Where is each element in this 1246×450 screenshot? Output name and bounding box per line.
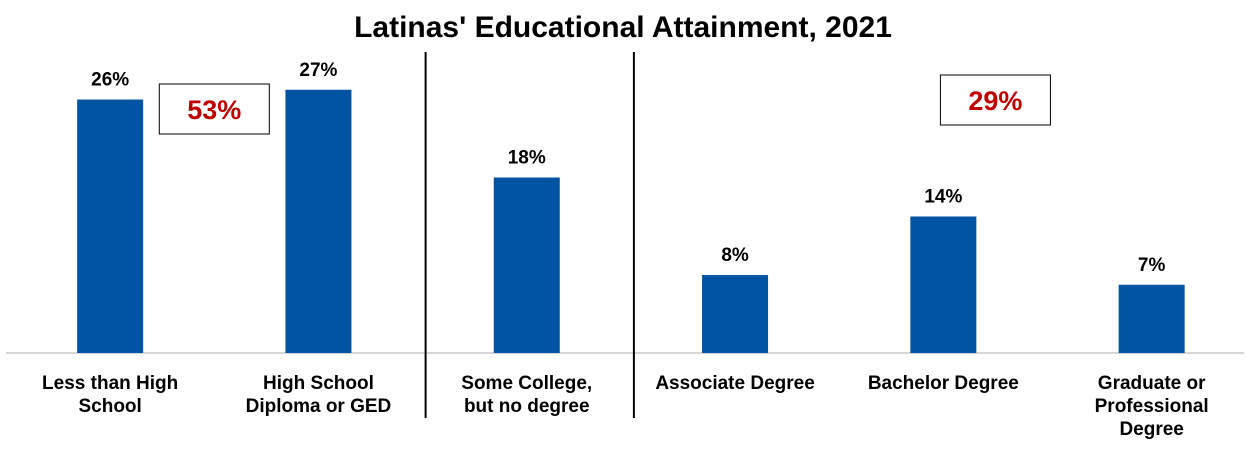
bar [1118, 284, 1185, 353]
callout-total: 29% [968, 86, 1022, 116]
callout-total: 53% [187, 95, 241, 125]
bar [910, 216, 977, 353]
category-label: Less than High School [42, 373, 178, 417]
callout-box [158, 83, 270, 135]
value-label: 7% [1138, 255, 1166, 276]
category-label: Graduate or Professional Degree [1095, 373, 1209, 440]
category-label: Some College, but no degree [461, 373, 592, 417]
bar [493, 177, 560, 353]
value-label: 26% [91, 70, 129, 91]
value-label: 27% [299, 60, 337, 81]
category-label: Associate Degree [655, 373, 814, 394]
bar [285, 89, 352, 353]
chart-title: Latinas' Educational Attainment, 2021 [354, 11, 892, 44]
category-label: Bachelor Degree [868, 373, 1019, 394]
category-label: High School Diploma or GED [246, 373, 392, 417]
bar [77, 99, 144, 353]
bar [702, 275, 769, 353]
callout-box [939, 74, 1051, 126]
value-label: 14% [924, 187, 962, 208]
value-label: 8% [721, 245, 749, 266]
value-label: 18% [508, 148, 546, 169]
